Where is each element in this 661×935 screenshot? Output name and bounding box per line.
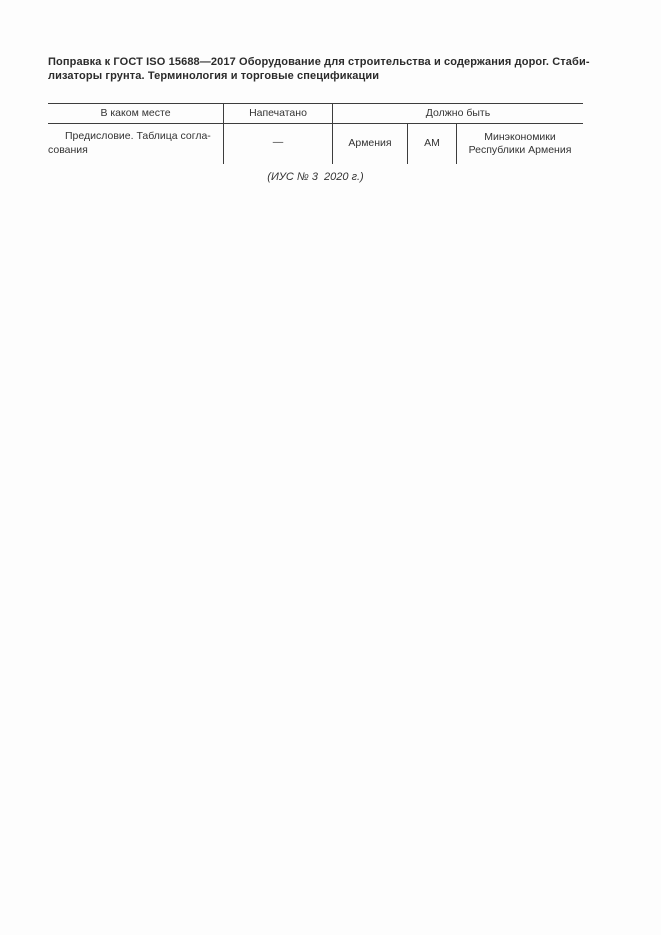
page-title: Поправка к ГОСТ ISO 15688—2017 Оборудова…: [48, 56, 590, 82]
correction-table: В каком месте Напечатано Должно быть Пре…: [48, 103, 583, 164]
table-row: Предисловие. Таблица согла- сования — Ар…: [48, 124, 583, 164]
cell-ministry-name: Минэкономики Республики Армения: [468, 130, 572, 157]
column-header-location: В каком месте: [48, 104, 224, 123]
column-header-should-be: Должно быть: [425, 107, 491, 119]
table-header-row: В каком месте Напечатано Должно быть: [48, 104, 583, 124]
cell-country-name: Армения: [333, 124, 408, 164]
column-header-printed: Напечатано: [224, 104, 333, 123]
cell-printed-dash: —: [224, 124, 333, 164]
ius-source-caption: (ИУС № 3 2020 г.): [267, 171, 364, 183]
cell-location: Предисловие. Таблица согла- сования: [48, 124, 224, 164]
cell-country-code: AM: [408, 124, 457, 164]
